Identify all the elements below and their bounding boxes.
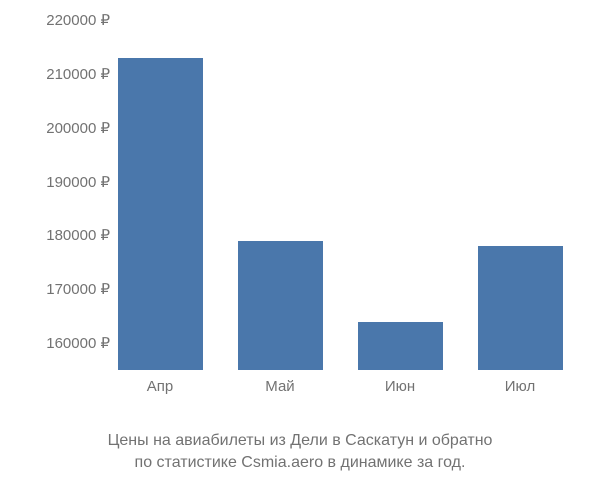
x-tick-label: Июл <box>505 378 535 395</box>
bar <box>118 58 203 370</box>
x-tick-label: Июн <box>385 378 415 395</box>
y-tick-label: 160000 ₽ <box>46 334 110 352</box>
y-tick-label: 220000 ₽ <box>46 11 110 29</box>
x-tick-label: Май <box>265 378 294 395</box>
y-tick-label: 200000 ₽ <box>46 119 110 137</box>
y-tick-label: 170000 ₽ <box>46 280 110 298</box>
plot-area <box>100 20 580 370</box>
y-tick-label: 210000 ₽ <box>46 65 110 83</box>
caption-line-1: Цены на авиабилеты из Дели в Саскатун и … <box>108 432 493 449</box>
y-tick-label: 190000 ₽ <box>46 173 110 191</box>
y-tick-label: 180000 ₽ <box>46 226 110 244</box>
bar <box>238 241 323 370</box>
bar <box>358 322 443 370</box>
bar <box>478 246 563 370</box>
price-chart: 160000 ₽ 170000 ₽ 180000 ₽ 190000 ₽ 200000 ₽… <box>0 0 600 420</box>
chart-caption: Цены на авиабилеты из Дели в Саскатун и … <box>0 430 600 475</box>
x-tick-label: Апр <box>147 378 173 395</box>
caption-line-2: по статистике Csmia.aero в динамике за г… <box>135 454 466 471</box>
